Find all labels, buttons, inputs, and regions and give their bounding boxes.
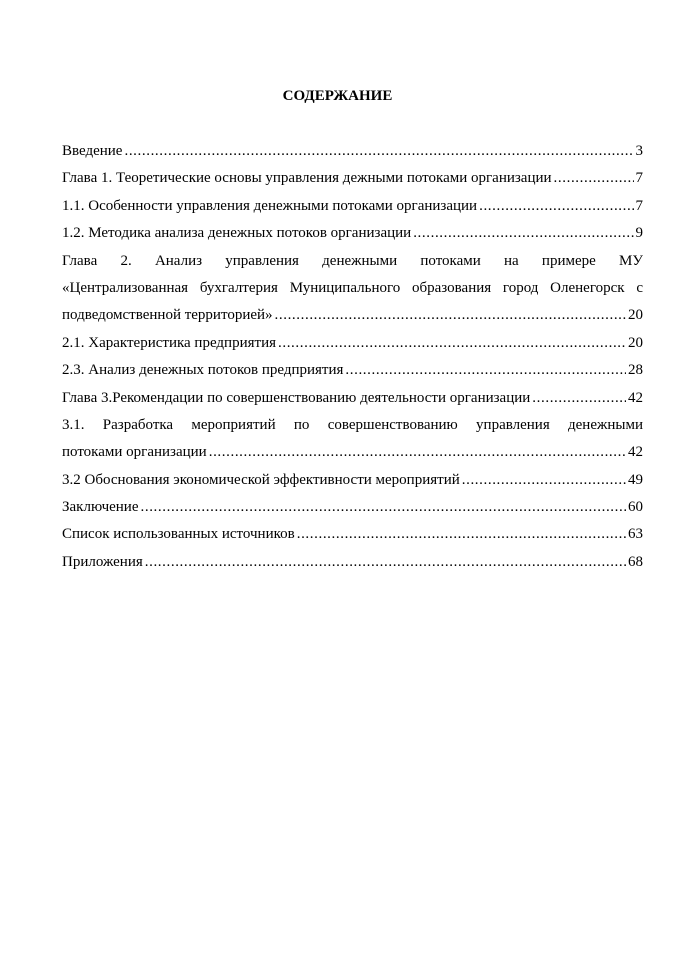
toc-entry[interactable]: 3.1. Разработка мероприятий по совершенс… [62, 415, 643, 470]
toc-entry[interactable]: Глава 1. Теоретические основы управления… [62, 168, 643, 195]
toc-entry[interactable]: Введение 3 [62, 141, 643, 168]
toc-page-number: 7 [635, 170, 644, 187]
toc-entry-text: Глава 1. Теоретические основы управления… [62, 170, 552, 187]
toc-entry-text: «Централизованная бухгалтерия Муниципаль… [62, 279, 643, 296]
toc-entry-line: Список использованных источников 63 [62, 524, 643, 551]
dot-leader [554, 168, 634, 188]
toc-entry[interactable]: 1.2. Методика анализа денежных потоков о… [62, 223, 643, 250]
dot-leader [532, 388, 626, 408]
dot-leader [141, 497, 627, 517]
toc-entry-line: 2.3. Анализ денежных потоков предприятия… [62, 360, 643, 387]
dot-leader [124, 141, 633, 161]
toc-page-number: 9 [635, 225, 644, 242]
toc-entry-text: Введение [62, 143, 123, 159]
toc-page-number: 68 [628, 553, 643, 570]
toc-page-number: 3 [635, 143, 644, 159]
toc-page-number: 60 [628, 499, 643, 516]
toc-entry-line: 1.1. Особенности управления денежными по… [62, 196, 643, 223]
toc-entry-line: 3.2 Обоснования экономической эффективно… [62, 470, 643, 497]
toc-entry[interactable]: 2.1. Характеристика предприятия 20 [62, 333, 643, 360]
toc-entry[interactable]: 2.3. Анализ денежных потоков предприятия… [62, 360, 643, 387]
dot-leader [479, 196, 633, 216]
page-title: СОДЕРЖАНИЕ [282, 88, 393, 104]
toc-page-number: 42 [628, 389, 643, 406]
dot-leader [297, 524, 626, 544]
toc-entry-line: Приложения 68 [62, 552, 643, 579]
toc-entry-line: Введение 3 [62, 141, 643, 168]
dot-leader [145, 552, 626, 572]
toc-entry-text: 2.1. Характеристика предприятия [62, 334, 276, 351]
toc-entry-text: 1.2. Методика анализа денежных потоков о… [62, 225, 412, 242]
toc-entry-line: Глава 3.Рекомендации по совершенствовани… [62, 388, 643, 415]
toc-entry-line: 1.2. Методика анализа денежных потоков о… [62, 223, 643, 250]
dot-leader [278, 333, 626, 353]
toc-entry-text: 2.3. Анализ денежных потоков предприятия [62, 362, 344, 379]
toc-entry-text: Приложения [62, 553, 143, 570]
toc-entry-text: Глава 3.Рекомендации по совершенствовани… [62, 389, 531, 406]
toc-entry-line: Заключение 60 [62, 497, 643, 524]
toc-entry[interactable]: Заключение 60 [62, 497, 643, 524]
toc-page-number: 49 [628, 471, 643, 488]
toc-entry-text: Глава 2. Анализ управления денежными пот… [62, 252, 643, 269]
toc-entry[interactable]: Глава 3.Рекомендации по совершенствовани… [62, 388, 643, 415]
toc-entry-line: потоками организации 42 [62, 442, 643, 469]
dot-leader [275, 305, 626, 325]
toc-page-number: 42 [628, 444, 643, 461]
dot-leader [413, 223, 633, 243]
toc-entry-line: Глава 1. Теоретические основы управления… [62, 168, 643, 195]
dot-leader [462, 470, 626, 490]
toc-entry-text: 3.2 Обоснования экономической эффективно… [62, 471, 460, 488]
toc-entry-text: Список использованных источников [62, 526, 295, 543]
toc-page-number: 63 [628, 526, 643, 543]
dot-leader [345, 360, 626, 380]
toc-entry[interactable]: 1.1. Особенности управления денежными по… [62, 196, 643, 223]
toc-entry-text: 3.1. Разработка мероприятий по совершенс… [62, 416, 643, 433]
toc-entry-line: 2.1. Характеристика предприятия 20 [62, 333, 643, 360]
toc-entry[interactable]: Список использованных источников 63 [62, 524, 643, 551]
toc-entry[interactable]: 3.2 Обоснования экономической эффективно… [62, 470, 643, 497]
toc-entry-line: подведомственной территорией» 20 [62, 305, 643, 332]
toc-page-number: 20 [628, 334, 643, 351]
toc-entry[interactable]: Приложения 68 [62, 552, 643, 579]
toc-page-number: 7 [635, 197, 644, 214]
toc-entry-text: Заключение [62, 499, 139, 516]
toc-entry-text: потоками организации [62, 444, 207, 461]
toc-entry-text: 1.1. Особенности управления денежными по… [62, 197, 478, 214]
toc-page-number: 20 [628, 307, 643, 324]
toc-entry-text: подведомственной территорией» [62, 307, 273, 324]
table-of-contents: Введение 3 Глава 1. Теоретические основы у… [62, 141, 643, 579]
toc-entry[interactable]: Глава 2. Анализ управления денежными пот… [62, 251, 643, 333]
toc-page-number: 28 [628, 362, 643, 379]
dot-leader [209, 442, 626, 462]
